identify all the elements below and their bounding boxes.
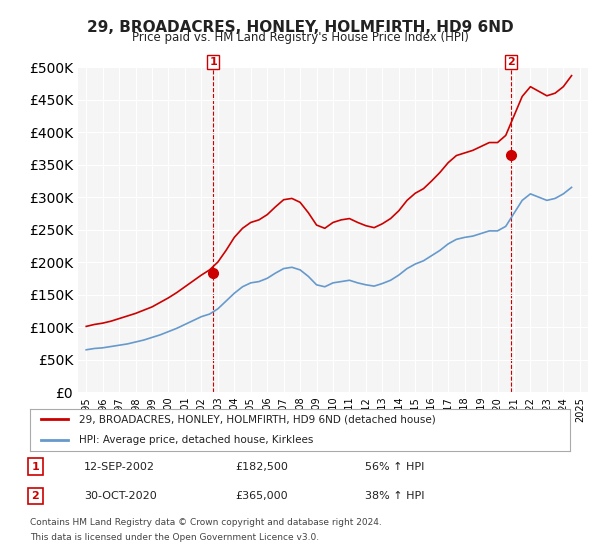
Text: 29, BROADACRES, HONLEY, HOLMFIRTH, HD9 6ND: 29, BROADACRES, HONLEY, HOLMFIRTH, HD9 6… xyxy=(86,20,514,35)
Text: 38% ↑ HPI: 38% ↑ HPI xyxy=(365,491,424,501)
Text: This data is licensed under the Open Government Licence v3.0.: This data is licensed under the Open Gov… xyxy=(30,533,319,542)
Text: Contains HM Land Registry data © Crown copyright and database right 2024.: Contains HM Land Registry data © Crown c… xyxy=(30,518,382,527)
Text: Price paid vs. HM Land Registry's House Price Index (HPI): Price paid vs. HM Land Registry's House … xyxy=(131,31,469,44)
Text: HPI: Average price, detached house, Kirklees: HPI: Average price, detached house, Kirk… xyxy=(79,435,313,445)
Text: 2: 2 xyxy=(32,491,39,501)
Text: £182,500: £182,500 xyxy=(235,461,288,472)
Text: 56% ↑ HPI: 56% ↑ HPI xyxy=(365,461,424,472)
Text: 2: 2 xyxy=(507,57,515,67)
Text: £365,000: £365,000 xyxy=(235,491,288,501)
Text: 1: 1 xyxy=(209,57,217,67)
Text: 29, BROADACRES, HONLEY, HOLMFIRTH, HD9 6ND (detached house): 29, BROADACRES, HONLEY, HOLMFIRTH, HD9 6… xyxy=(79,414,436,424)
Text: 1: 1 xyxy=(32,461,39,472)
Text: 30-OCT-2020: 30-OCT-2020 xyxy=(84,491,157,501)
Text: 12-SEP-2002: 12-SEP-2002 xyxy=(84,461,155,472)
